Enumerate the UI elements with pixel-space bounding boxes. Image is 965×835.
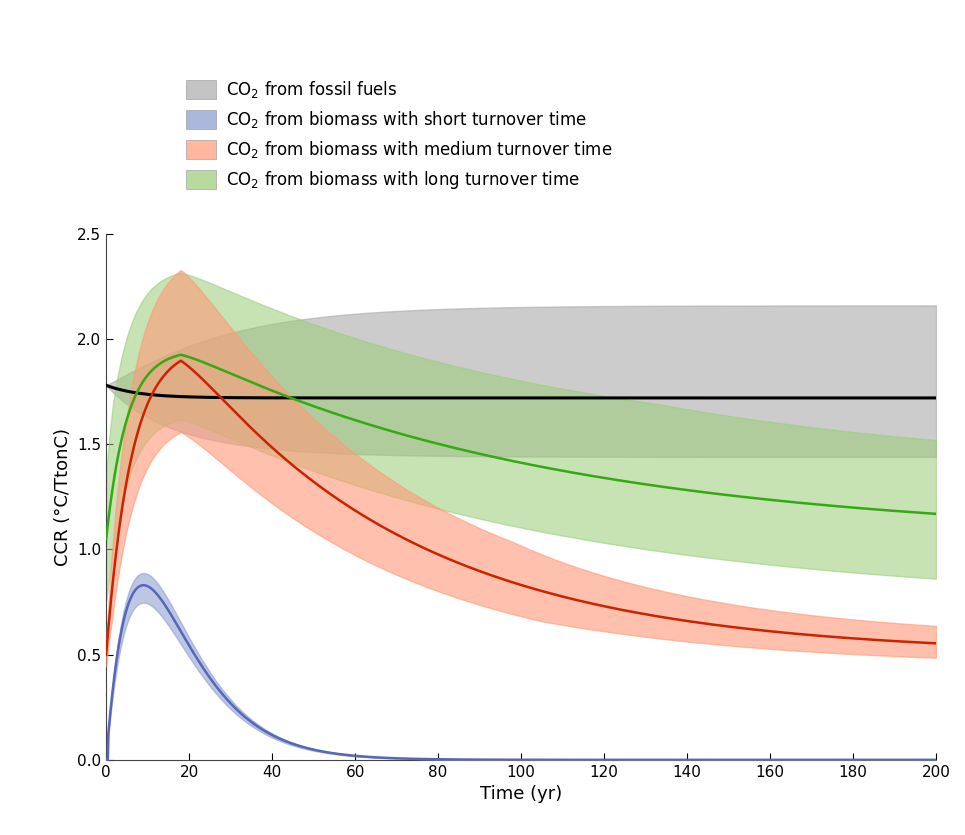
Y-axis label: CCR (°C/TtonC): CCR (°C/TtonC) (54, 428, 71, 566)
Legend: CO$_2$ from fossil fuels, CO$_2$ from biomass with short turnover time, CO$_2$ f: CO$_2$ from fossil fuels, CO$_2$ from bi… (180, 73, 618, 196)
X-axis label: Time (yr): Time (yr) (480, 785, 563, 803)
